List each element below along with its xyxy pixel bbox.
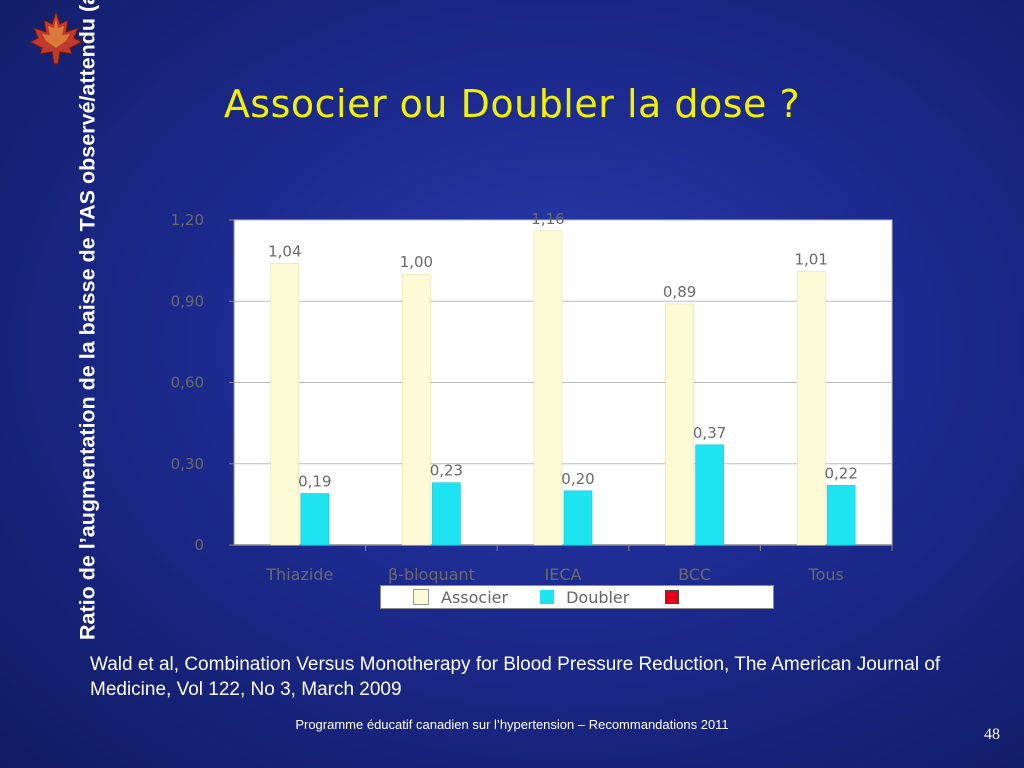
slide-title: Associer ou Doubler la dose ? (223, 82, 801, 126)
citation: Wald et al, Combination Versus Monothera… (90, 654, 941, 700)
data-label-associer-0: 1,04 (268, 242, 301, 260)
x-category-label: IECA (545, 565, 582, 584)
data-label-doubler-3: 0,37 (693, 424, 726, 442)
data-label-doubler-2: 0,20 (561, 470, 594, 488)
y-tick-label: 0,90 (171, 292, 204, 310)
legend-swatch-doubler (540, 590, 555, 604)
bar-doubler-2 (563, 490, 593, 546)
data-label-associer-2: 1,16 (531, 210, 564, 228)
x-category-label: Tous (808, 565, 844, 584)
data-label-doubler-0: 0,19 (298, 473, 331, 491)
bar-associer-1 (402, 273, 431, 546)
bar-doubler-0 (300, 493, 330, 546)
y-axis-label: Ratio de l’augmentation de la baisse de … (75, 0, 100, 640)
data-label-associer-4: 1,01 (794, 250, 827, 268)
data-label-associer-1: 1,00 (400, 253, 433, 271)
y-tick-label: 0,30 (171, 455, 204, 473)
page-number: 48 (984, 726, 1000, 743)
bar-doubler-4 (826, 485, 856, 546)
y-tick-label: 1,20 (171, 211, 204, 229)
data-label-doubler-4: 0,22 (824, 464, 857, 482)
legend-swatch-red (665, 590, 680, 604)
legend-swatch-associer (413, 589, 429, 605)
x-category-label: BCC (678, 565, 711, 584)
legend-label-doubler: Doubler (566, 587, 630, 607)
y-tick-label: 0 (194, 536, 204, 554)
x-category-label: β-bloquant (388, 565, 475, 584)
bar-associer-2 (533, 230, 563, 546)
x-category-label: Thiazide (265, 565, 333, 584)
y-axis-label-wrap: Ratio de l’augmentation de la baisse de … (58, 0, 118, 640)
bar-associer-3 (665, 303, 694, 546)
bar-associer-0 (270, 263, 300, 546)
data-label-associer-3: 0,89 (663, 283, 696, 301)
bar-doubler-3 (695, 444, 724, 546)
footer-text: Programme éducatif canadien sur l’hypert… (295, 717, 729, 732)
maple-leaf-logo (28, 10, 84, 65)
bar-chart: 0 0,30 0,60 0,90 1,20 1,04 0,19 Thiazide 1,00 0,2… (171, 210, 893, 584)
bar-associer-4 (796, 271, 826, 546)
chart-legend: Associer Doubler (380, 585, 774, 609)
bar-doubler-1 (432, 482, 461, 546)
legend-label-associer: Associer (441, 587, 509, 607)
y-tick-label: 0,60 (171, 374, 204, 392)
data-label-doubler-1: 0,23 (430, 462, 463, 480)
